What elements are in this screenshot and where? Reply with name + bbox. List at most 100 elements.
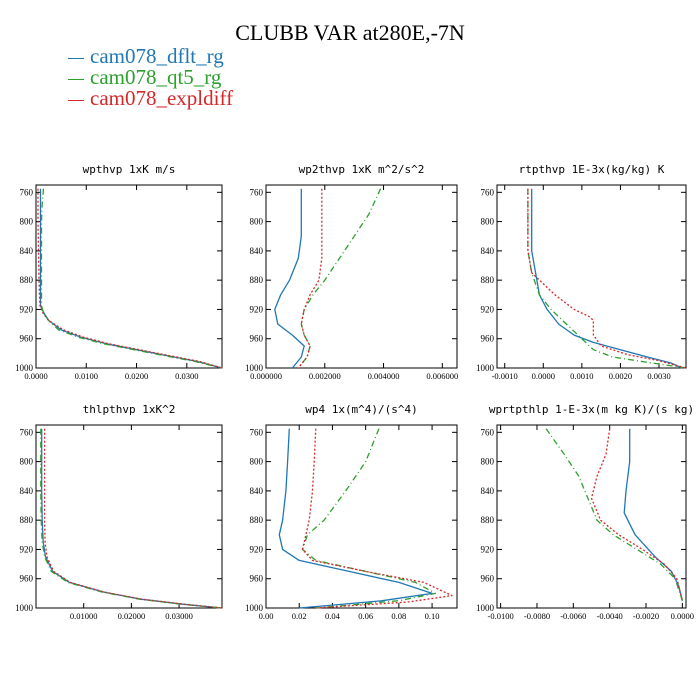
legend-label-dflt: cam078_dflt_rg <box>90 44 224 68</box>
series-line-expldiff <box>301 428 453 609</box>
y-tick-label: 800 <box>20 217 34 227</box>
y-tick-label: 960 <box>250 334 264 344</box>
panel-title: thlpthvp 1xK^2 <box>83 403 176 416</box>
y-tick-label: 800 <box>481 457 495 467</box>
y-tick-label: 840 <box>481 486 495 496</box>
x-tick-label: 0.04 <box>325 611 341 621</box>
y-tick-label: 880 <box>250 515 264 525</box>
panel-title: wprtpthlp 1-E-3x(m kg K)/(s kg) <box>489 403 694 416</box>
chart-panel-1: wpthvp 1xK m/s 760 800 840 880 920 960 10000.00… <box>15 163 223 381</box>
chart-panel-5: wp4 1x(m^4)/(s^4)76080084088092096010000… <box>245 403 458 621</box>
y-tick-label: 920 <box>481 304 495 314</box>
y-tick-label: 880 <box>481 515 495 525</box>
x-tick-label: 0.02 <box>292 611 307 621</box>
x-tick-label: 0.0030 <box>647 371 670 381</box>
panel-title: rtpthvp 1E-3x(kg/kg) K <box>519 163 665 176</box>
legend-item-expldiff: cam078_expldiff <box>68 88 233 109</box>
y-tick-label: 880 <box>20 515 34 525</box>
y-tick-label: 960 <box>481 334 495 344</box>
x-tick-label: 0.08 <box>391 611 406 621</box>
plot-frame <box>35 424 223 609</box>
series-line-qt5 <box>527 188 687 369</box>
x-tick-label: -0.0010 <box>492 371 518 381</box>
x-tick-label: -0.0100 <box>488 611 514 621</box>
chart-panel-6: wprtpthlp 1-E-3x(m kg K)/(s kg) 760 800 840… <box>476 403 694 621</box>
series-line-expldiff <box>527 188 687 369</box>
legend-item-qt5: cam078_qt5_rg <box>68 67 233 88</box>
x-tick-label: 0.0300 <box>175 371 198 381</box>
series-line-qt5 <box>297 188 382 369</box>
x-tick-label: 0.0200 <box>125 371 148 381</box>
plot-frame <box>496 184 687 369</box>
panel-title: wp2thvp 1xK m^2/s^2 <box>299 163 425 176</box>
x-tick-label: 0.0000 <box>532 371 555 381</box>
y-tick-label: 960 <box>20 334 34 344</box>
legend-swatch-expldiff <box>68 99 84 101</box>
y-tick-label: 760 <box>481 427 495 437</box>
x-tick-label: 0.02000 <box>118 611 146 621</box>
y-tick-label: 920 <box>250 544 264 554</box>
plot-frame <box>496 424 687 609</box>
y-tick-label: 760 <box>250 427 264 437</box>
x-tick-label: 0.0010 <box>570 371 593 381</box>
y-tick-label: 960 <box>250 574 264 584</box>
series-line-dflt <box>41 428 223 609</box>
y-tick-label: 840 <box>20 486 34 496</box>
y-tick-label: 760 <box>481 187 495 197</box>
series-line-expldiff <box>297 188 323 369</box>
y-tick-label: 880 <box>481 275 495 285</box>
series-line-expldiff <box>43 428 223 609</box>
y-tick-label: 920 <box>250 304 264 314</box>
y-tick-label: 920 <box>20 544 34 554</box>
y-tick-label: 960 <box>20 574 34 584</box>
x-tick-label: 0.004000 <box>368 371 400 381</box>
legend: cam078_dflt_rg cam078_qt5_rg cam078_expl… <box>68 46 233 109</box>
series-line-dflt <box>274 188 305 369</box>
x-tick-label: 0.00 <box>259 611 274 621</box>
y-tick-label: 840 <box>250 486 264 496</box>
chart-panel-2: wp2thvp 1xK m^2/s^2 760 800 840 880 920 960 100… <box>245 163 458 381</box>
x-tick-label: 0.0000 <box>24 371 47 381</box>
x-tick-label: 0.10 <box>425 611 440 621</box>
x-tick-label: 0.006000 <box>426 371 458 381</box>
y-tick-label: 800 <box>20 457 34 467</box>
panel-title: wp4 1x(m^4)/(s^4) <box>305 403 418 416</box>
y-tick-label: 840 <box>20 246 34 256</box>
y-tick-label: 840 <box>250 246 264 256</box>
legend-item-dflt: cam078_dflt_rg <box>68 46 233 67</box>
x-tick-label: -0.0040 <box>597 611 623 621</box>
series-line-expldiff <box>37 188 223 369</box>
x-tick-label: 0.03000 <box>165 611 193 621</box>
x-tick-label: 0.0000 <box>671 611 694 621</box>
plot-frame <box>265 184 458 369</box>
x-tick-label: 0.0100 <box>75 371 98 381</box>
series-line-qt5 <box>40 428 223 609</box>
y-tick-label: 800 <box>481 217 495 227</box>
y-tick-label: 840 <box>481 246 495 256</box>
x-tick-label: 0.0020 <box>609 371 632 381</box>
y-tick-label: 920 <box>20 304 34 314</box>
series-line-dflt <box>39 188 223 369</box>
series-line-qt5 <box>545 428 684 601</box>
y-tick-label: 960 <box>481 574 495 584</box>
y-tick-label: 760 <box>20 187 34 197</box>
y-tick-label: 1000 <box>245 363 264 373</box>
page-title: CLUBB VAR at280E,-7N <box>235 20 465 45</box>
series-line-dflt <box>623 428 684 601</box>
y-tick-label: 1000 <box>245 603 264 613</box>
x-tick-label: 0.000000 <box>250 371 282 381</box>
x-tick-label: -0.0020 <box>633 611 659 621</box>
legend-label-qt5: cam078_qt5_rg <box>90 65 222 89</box>
y-tick-label: 1000 <box>476 603 495 613</box>
y-tick-label: 1000 <box>15 363 34 373</box>
y-tick-label: 1000 <box>476 363 495 373</box>
y-tick-label: 1000 <box>15 603 34 613</box>
y-tick-label: 880 <box>250 275 264 285</box>
series-line-qt5 <box>40 188 223 369</box>
series-line-dflt <box>531 188 683 369</box>
x-tick-label: 0.06 <box>358 611 373 621</box>
legend-swatch-qt5 <box>68 78 84 80</box>
series-line-qt5 <box>301 428 437 609</box>
y-tick-label: 880 <box>20 275 34 285</box>
